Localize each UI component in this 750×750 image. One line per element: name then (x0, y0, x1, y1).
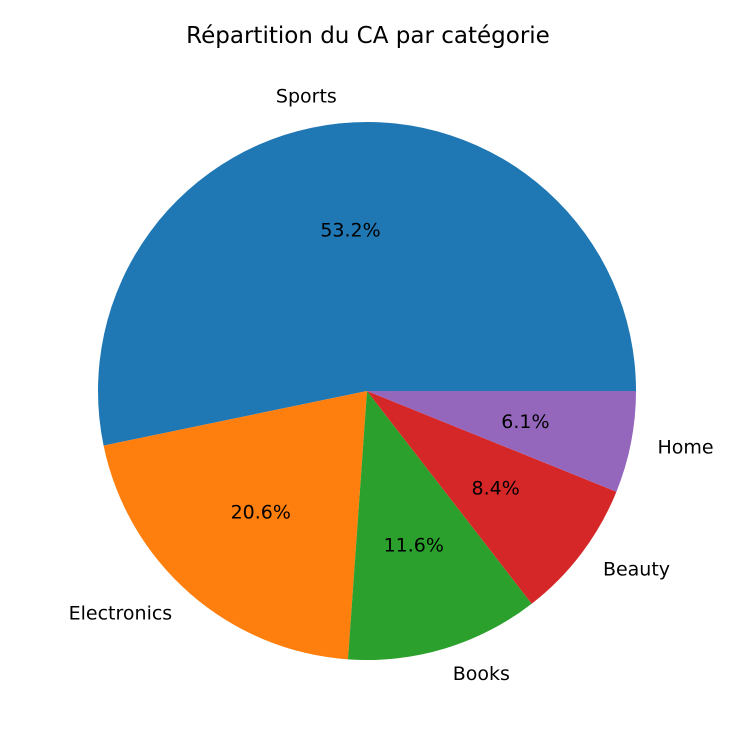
percentage-labels: 53.2% 20.6% 11.6% 8.4% 6.1% (231, 219, 550, 556)
slice-label-sports: Sports (276, 86, 337, 108)
pie-slice-home (367, 391, 636, 492)
pct-label-beauty: 8.4% (472, 477, 520, 499)
pie-slice-beauty (367, 391, 617, 604)
pct-label-electronics: 20.6% (231, 501, 291, 523)
slice-labels: Sports Electronics Books Beauty Home (69, 86, 714, 686)
pct-label-home: 6.1% (501, 411, 549, 433)
pie-slice-electronics (103, 391, 367, 660)
pct-label-books: 11.6% (384, 534, 444, 556)
slice-label-home: Home (657, 436, 713, 458)
pie-slice-books (347, 391, 532, 660)
pie-slice-sports (97, 121, 636, 446)
slice-label-books: Books (453, 663, 510, 685)
chart-title: Répartition du CA par catégorie (186, 23, 550, 49)
pie-slices (97, 121, 636, 660)
slice-label-beauty: Beauty (603, 559, 670, 581)
pct-label-sports: 53.2% (320, 219, 380, 241)
slice-label-electronics: Electronics (69, 603, 173, 625)
